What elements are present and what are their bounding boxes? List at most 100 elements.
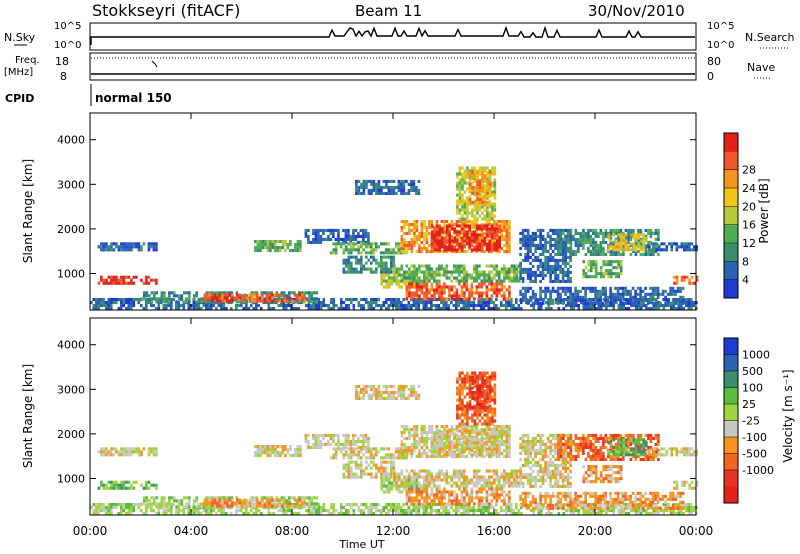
data-cell [539, 279, 542, 283]
data-cell [155, 512, 158, 516]
data-cell [357, 231, 360, 235]
data-cell [458, 193, 462, 197]
data-cell [589, 243, 593, 247]
data-cell [365, 182, 368, 186]
data-cell [644, 295, 647, 299]
data-cell [403, 220, 406, 224]
data-cell [466, 181, 469, 185]
data-cell [460, 232, 464, 236]
data-cell [155, 447, 158, 451]
data-cell [574, 292, 577, 296]
data-cell [437, 304, 441, 308]
data-cell [387, 270, 391, 274]
data-cell [327, 307, 331, 311]
data-cell [493, 178, 497, 182]
data-cell [483, 291, 486, 295]
data-cell [661, 289, 665, 293]
data-cell [549, 301, 552, 305]
data-cell [259, 240, 262, 244]
data-cell [130, 450, 133, 454]
data-cell [105, 512, 108, 516]
data-cell [438, 294, 441, 298]
data-cell [377, 264, 381, 268]
data-cell [110, 301, 113, 305]
data-cell [418, 285, 421, 289]
data-cell [500, 270, 504, 274]
data-cell [589, 298, 592, 302]
data-cell [261, 299, 264, 303]
data-cell [150, 242, 153, 246]
data-cell [453, 248, 456, 252]
data-cell [629, 301, 632, 305]
data-cell [130, 281, 133, 285]
data-cell [420, 291, 424, 295]
data-cell [564, 234, 568, 238]
data-cell [468, 242, 471, 246]
data-cell [276, 451, 280, 455]
data-cell [465, 282, 469, 286]
data-cell [671, 286, 675, 290]
data-cell [559, 295, 562, 299]
data-cell [332, 509, 336, 513]
data-cell [569, 264, 572, 268]
data-cell [408, 291, 411, 295]
data-cell [155, 483, 158, 487]
nave-tick-bottom: 0 [707, 70, 714, 83]
data-cell [443, 267, 446, 271]
data-cell [662, 307, 666, 311]
data-cell [486, 200, 489, 204]
data-cell [685, 248, 689, 252]
data-cell [428, 297, 431, 301]
data-cell [410, 285, 414, 289]
data-cell [387, 255, 391, 259]
data-cell [591, 301, 595, 305]
data-cell [462, 512, 466, 516]
data-cell [462, 304, 466, 308]
data-cell [255, 291, 259, 295]
data-cell [471, 170, 474, 174]
data-cell [460, 288, 464, 292]
data-cell [312, 433, 315, 437]
data-cell [632, 233, 636, 237]
data-cell [263, 504, 267, 508]
data-cell [612, 506, 616, 510]
data-cell [566, 286, 570, 290]
data-cell [173, 499, 176, 503]
data-cell [367, 304, 371, 308]
data-cell [562, 246, 565, 250]
data-cell [649, 234, 653, 238]
data-cell [127, 486, 131, 490]
data-cell [455, 248, 459, 252]
data-cell [586, 298, 590, 302]
data-cell [529, 298, 532, 302]
data-cell [410, 264, 414, 268]
data-cell [185, 496, 189, 500]
data-cell [485, 230, 489, 234]
data-cell [370, 512, 373, 516]
data-cell [461, 184, 464, 188]
data-cell [360, 182, 363, 186]
data-cell [163, 496, 166, 500]
data-cell [445, 220, 449, 224]
data-cell [168, 297, 171, 301]
data-cell [253, 496, 256, 500]
data-cell [650, 512, 653, 516]
data-cell [683, 245, 686, 249]
data-cell [430, 273, 434, 277]
data-cell [617, 307, 621, 311]
data-cell [415, 298, 418, 302]
data-cell [461, 181, 464, 185]
data-cell [438, 273, 441, 277]
data-cell [355, 188, 358, 192]
data-cell [410, 512, 413, 516]
data-cell [403, 244, 406, 248]
data-cell [413, 229, 416, 233]
data-cell [466, 205, 469, 209]
data-cell [640, 245, 643, 249]
data-cell [445, 297, 449, 301]
data-cell [418, 264, 421, 268]
data-cell [478, 194, 482, 198]
data-cell [488, 270, 491, 274]
data-cell [92, 503, 96, 507]
data-cell [241, 296, 244, 300]
